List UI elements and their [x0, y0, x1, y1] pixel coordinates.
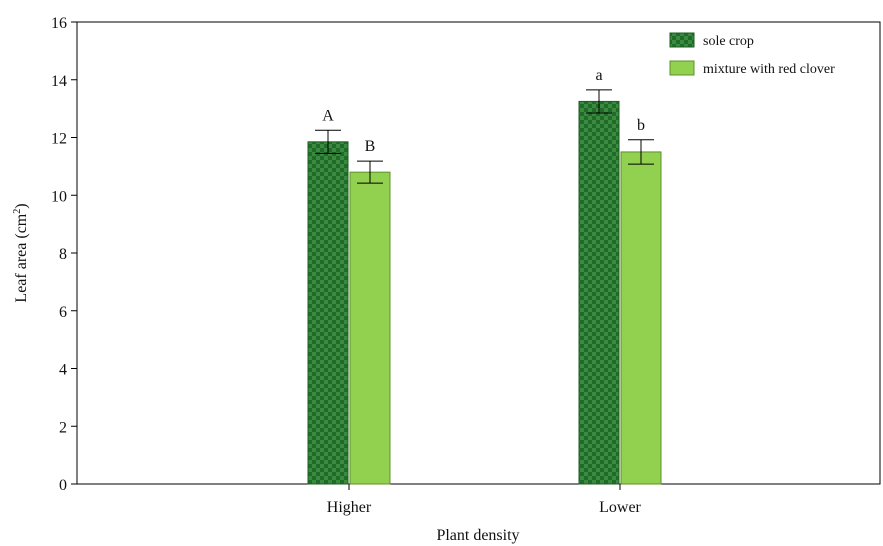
y-tick-label: 12 — [51, 131, 67, 148]
y-tick-label: 14 — [51, 73, 67, 90]
bar — [620, 151, 662, 485]
legend-label-mixture: mixture with red clover — [703, 62, 835, 77]
legend-label-sole-crop: sole crop — [703, 34, 754, 49]
y-tick-label: 8 — [59, 246, 67, 263]
x-axis-title: Plant density — [436, 527, 519, 544]
significance-letter: b — [637, 117, 645, 134]
labels: A Ba b — [322, 67, 645, 155]
bar — [307, 141, 349, 485]
x-tick-label: Higher — [327, 499, 372, 516]
y-tick-label: 10 — [51, 188, 67, 205]
y-tick-label: 6 — [59, 304, 67, 321]
y-tick-label: 16 — [51, 15, 67, 32]
significance-letter: B — [365, 138, 376, 155]
plot-frame — [76, 21, 881, 485]
legend-swatch-sole-crop — [669, 32, 695, 48]
y-axis-title-main: Leaf area (cm — [13, 213, 30, 302]
bars — [307, 89, 662, 485]
plot-area — [76, 21, 881, 485]
y-axis-title: Leaf area (cm2) — [12, 203, 30, 302]
y-tick-label: 0 — [59, 477, 67, 494]
x-tick-label: Lower — [599, 499, 641, 516]
legend: sole crop mixture with red clover — [669, 32, 835, 77]
y-axis-title-close: ) — [13, 203, 30, 208]
bar — [578, 100, 620, 485]
significance-letter: A — [322, 107, 334, 124]
bar — [349, 171, 391, 485]
y-axis-title-superscript: 2 — [12, 209, 23, 214]
y-tick-label: 4 — [59, 362, 67, 379]
y-tick-label: 2 — [59, 419, 67, 436]
legend-swatch-mixture — [669, 60, 695, 76]
significance-letter: a — [595, 67, 602, 84]
axes: 0 2 4 6 8 10 12 14 16 Higher Lower — [51, 15, 642, 516]
